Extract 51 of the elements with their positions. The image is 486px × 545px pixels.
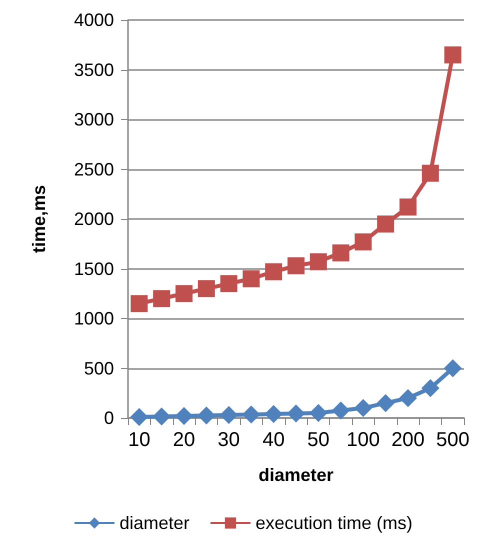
x-tick-label: 500 xyxy=(436,429,470,451)
x-tick-label: 40 xyxy=(262,429,285,451)
point xyxy=(332,244,350,262)
point xyxy=(444,359,462,378)
point xyxy=(332,402,350,420)
point xyxy=(220,406,238,424)
point xyxy=(354,399,372,418)
legend-label: execution time (ms) xyxy=(255,513,413,533)
point xyxy=(354,233,372,250)
y-tick-label: 4000 xyxy=(74,10,114,30)
x-tick-label: 100 xyxy=(346,429,380,451)
point xyxy=(197,406,216,425)
point xyxy=(153,290,170,308)
y-tick-label: 3500 xyxy=(74,60,114,80)
point xyxy=(152,408,171,426)
point xyxy=(264,405,283,424)
point xyxy=(400,198,416,216)
point xyxy=(309,404,328,422)
x-tick-label: 20 xyxy=(172,429,196,451)
x-axis-title: diameter xyxy=(258,465,334,485)
legend-label: diameter xyxy=(119,513,190,533)
point xyxy=(376,394,395,412)
x-tick-label: 30 xyxy=(218,429,240,451)
y-tick-label: 3000 xyxy=(74,110,114,130)
y-tick-label: 2500 xyxy=(74,159,114,180)
x-tick-label: 10 xyxy=(128,429,150,451)
point xyxy=(130,408,148,426)
point xyxy=(399,389,417,408)
point xyxy=(242,406,260,424)
point xyxy=(310,253,327,270)
y-tick-label: 1500 xyxy=(74,258,114,279)
point xyxy=(444,46,462,64)
point xyxy=(265,263,282,280)
point xyxy=(421,379,440,398)
y-axis-title: time,ms xyxy=(29,184,49,254)
point xyxy=(242,270,260,288)
y-tick-label: 500 xyxy=(84,358,114,378)
y-tick-label: 0 xyxy=(104,408,114,428)
point xyxy=(176,285,192,302)
point xyxy=(220,275,238,292)
point xyxy=(288,257,304,274)
point xyxy=(377,215,394,232)
point xyxy=(175,407,193,426)
point xyxy=(130,295,148,312)
y-tick-label: 2000 xyxy=(74,209,114,229)
point xyxy=(422,164,439,182)
y-tick-label: 1000 xyxy=(74,308,114,328)
x-tick-label: 50 xyxy=(307,429,330,451)
point xyxy=(198,280,215,298)
point xyxy=(287,404,305,423)
x-tick-label: 200 xyxy=(391,429,425,451)
